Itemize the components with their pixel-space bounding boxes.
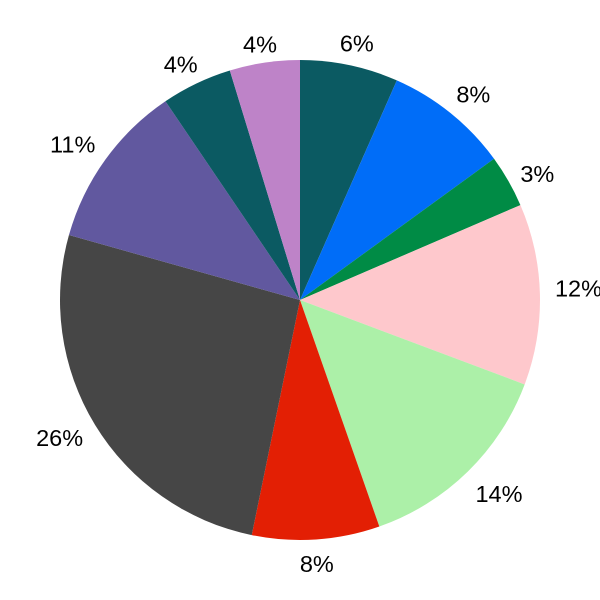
svg-text:4%: 4%: [243, 32, 277, 58]
svg-text:3%: 3%: [520, 161, 554, 187]
svg-text:26%: 26%: [36, 425, 83, 451]
svg-text:4%: 4%: [164, 52, 198, 78]
svg-text:12%: 12%: [555, 276, 600, 302]
svg-text:14%: 14%: [475, 481, 522, 507]
svg-text:6%: 6%: [340, 31, 374, 57]
svg-text:11%: 11%: [50, 132, 95, 158]
svg-text:8%: 8%: [300, 551, 334, 577]
svg-text:8%: 8%: [456, 82, 490, 108]
